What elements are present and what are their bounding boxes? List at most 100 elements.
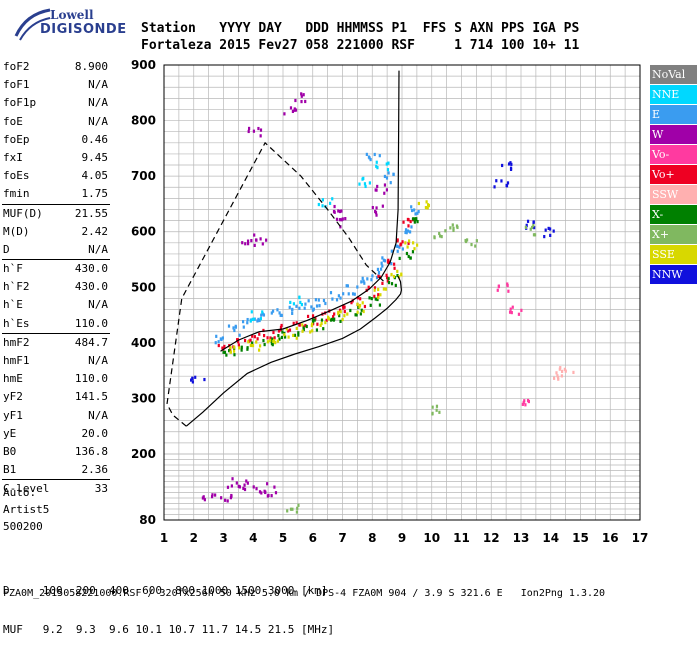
echo-point <box>375 160 378 164</box>
muf-table: D 100 200 400 600 800 1000 1500 3000 [km… <box>3 558 334 649</box>
legend-entry-e: E <box>650 105 697 124</box>
echo-point <box>244 242 247 246</box>
echo-point <box>257 126 260 131</box>
param-label: foE <box>3 114 23 128</box>
param-row: foEp 0.46 <box>0 131 112 149</box>
echo-point <box>455 224 459 228</box>
echo-point <box>407 224 410 228</box>
echo-point <box>346 312 349 316</box>
param-value: N/A <box>88 298 108 312</box>
echo-point <box>379 267 383 271</box>
echo-point <box>377 274 380 278</box>
param-label: h`E <box>3 298 23 312</box>
echo-point <box>302 93 305 97</box>
echo-point <box>311 314 315 318</box>
echo-point <box>342 292 345 296</box>
echo-point <box>237 340 240 344</box>
echo-point <box>517 312 521 316</box>
echo-point <box>214 341 217 345</box>
lowell-digisonde-logo: Lowell DIGISONDE <box>10 6 126 46</box>
echo-point <box>289 507 293 511</box>
echo-point <box>256 337 259 341</box>
echo-point <box>425 200 428 204</box>
echo-point <box>379 293 382 297</box>
echo-point <box>435 408 438 412</box>
echo-point <box>401 240 404 244</box>
echo-point <box>363 182 367 186</box>
echo-point <box>369 157 372 162</box>
echo-point <box>406 245 409 249</box>
echo-point <box>315 328 319 332</box>
echo-point <box>411 250 415 254</box>
x-tick-label: 8 <box>368 531 376 545</box>
param-value: 141.5 <box>74 390 108 404</box>
echo-point <box>234 325 238 329</box>
echo-point <box>409 219 412 224</box>
echo-point <box>390 272 393 277</box>
echo-point <box>276 339 279 343</box>
echo-point <box>361 301 364 305</box>
echo-point <box>333 312 336 316</box>
echo-point <box>223 350 227 354</box>
echo-point <box>272 339 275 344</box>
echo-point <box>246 317 249 322</box>
echo-point <box>340 209 343 213</box>
param-label: hmF1 <box>3 354 30 367</box>
param-row: C-level 33 <box>0 480 112 498</box>
echo-point <box>263 333 266 338</box>
x-tick-label: 11 <box>453 531 470 545</box>
echo-point <box>215 334 218 338</box>
echo-point <box>292 333 295 337</box>
echo-point <box>552 376 556 380</box>
echo-point <box>247 129 250 134</box>
echo-point <box>368 156 371 160</box>
echo-point <box>278 311 281 315</box>
echo-point <box>523 399 526 403</box>
echo-point <box>247 340 250 344</box>
echo-point <box>251 341 254 345</box>
echo-point <box>355 313 358 317</box>
param-row: MUF(D) 21.55 <box>0 205 112 223</box>
legend-entry-ssw: SSW <box>650 185 697 204</box>
echo-point <box>413 208 416 212</box>
echo-point <box>246 242 250 246</box>
echo-point <box>343 314 346 318</box>
echo-point <box>255 487 258 491</box>
echo-point <box>360 308 363 312</box>
echo-point <box>407 241 410 245</box>
echo-point <box>237 484 240 488</box>
header-line-2: Fortaleza 2015 Fev27 058 221000 RSF 1 71… <box>141 38 580 53</box>
echo-point <box>333 317 336 321</box>
echo-point <box>525 223 528 227</box>
echo-point <box>337 209 340 213</box>
echo-point <box>356 302 359 306</box>
echo-point <box>385 162 388 166</box>
echo-point <box>392 274 396 279</box>
scaled-parameters-panel: foF2 8.900 foF1 N/A foF1p N/A foE N/A foEp 0.46 fx… <box>0 58 112 499</box>
artist-code: 500200 <box>3 520 43 533</box>
param-value: 33 <box>94 482 108 496</box>
echo-point <box>509 307 512 311</box>
echo-point <box>470 242 473 247</box>
echo-point <box>331 297 334 301</box>
echo-point <box>300 92 303 96</box>
echo-point <box>367 285 370 289</box>
echo-point <box>221 336 224 340</box>
echo-point <box>230 484 233 488</box>
echo-point <box>224 498 227 502</box>
echo-point <box>276 308 279 312</box>
echo-point <box>256 319 259 323</box>
legend-entry-sse: SSE <box>650 245 697 264</box>
param-row: foF1 N/A <box>0 76 112 94</box>
echo-point <box>349 308 352 313</box>
echo-point <box>408 239 411 243</box>
param-value: 4.05 <box>81 169 109 183</box>
echo-point <box>259 134 262 138</box>
echo-point <box>376 166 379 170</box>
echo-point <box>346 284 349 288</box>
echo-point <box>385 273 388 277</box>
echo-point <box>383 259 387 263</box>
x-tick-label: 9 <box>398 531 406 545</box>
echo-point <box>298 295 301 299</box>
echo-point <box>228 349 231 353</box>
